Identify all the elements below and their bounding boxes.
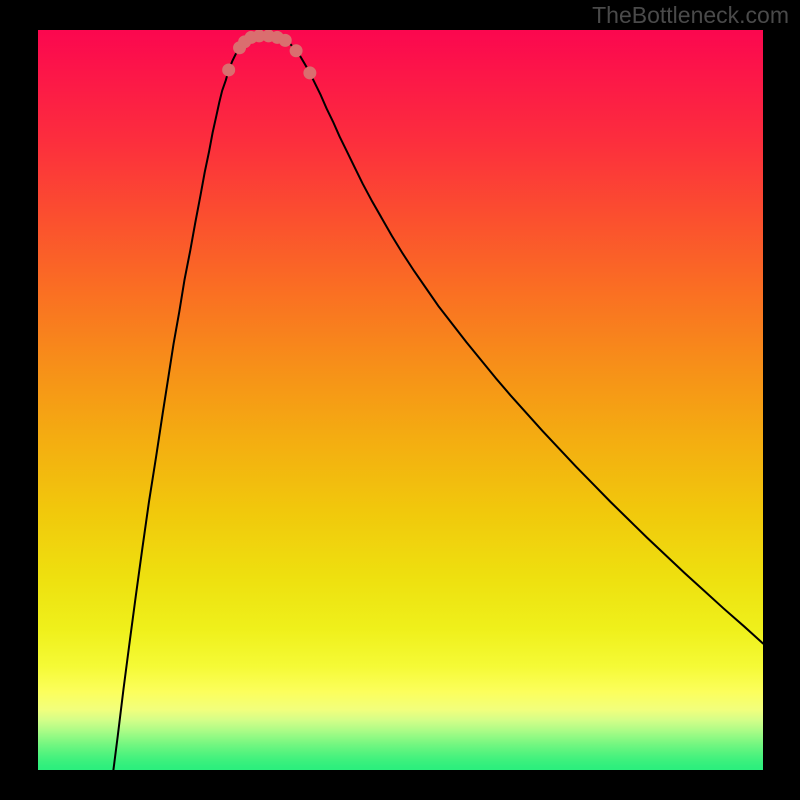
- data-marker: [279, 34, 291, 46]
- chart-plot-area: [38, 30, 763, 770]
- watermark-label: TheBottleneck.com: [592, 2, 789, 29]
- data-marker: [223, 64, 235, 76]
- data-marker: [290, 45, 302, 57]
- chart-svg: [38, 30, 763, 770]
- data-marker: [304, 67, 316, 79]
- chart-background: [38, 30, 763, 770]
